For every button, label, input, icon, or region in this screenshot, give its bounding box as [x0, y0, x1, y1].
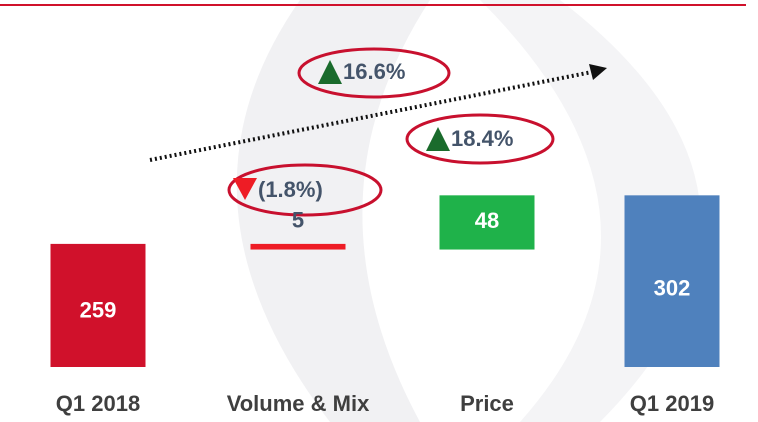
data-label: 259 — [80, 297, 117, 322]
up-triangle — [318, 60, 342, 84]
arrow-head — [589, 64, 607, 80]
bar — [439, 195, 535, 250]
background-swoosh — [236, 0, 430, 422]
trend-arrow — [149, 70, 593, 162]
annotation: (1.8%) — [258, 177, 323, 202]
highlight-ellipse — [405, 113, 555, 165]
data-label: 302 — [654, 276, 691, 301]
bar — [250, 243, 346, 250]
highlight-ellipse — [297, 47, 451, 99]
annotation: 16.6% — [343, 59, 405, 84]
annotation: 18.4% — [451, 126, 513, 151]
data-label: 5 — [292, 208, 304, 233]
x-tick-label: Price — [460, 391, 514, 416]
down-triangle — [233, 178, 257, 200]
x-tick-label: Q1 2019 — [630, 391, 714, 416]
x-tick-label: Volume & Mix — [227, 391, 370, 416]
highlight-ellipse — [227, 163, 383, 217]
bar — [50, 243, 146, 367]
bar — [624, 195, 720, 367]
x-tick-label: Q1 2018 — [56, 391, 140, 416]
up-triangle — [426, 127, 450, 151]
data-label: 48 — [475, 208, 499, 233]
